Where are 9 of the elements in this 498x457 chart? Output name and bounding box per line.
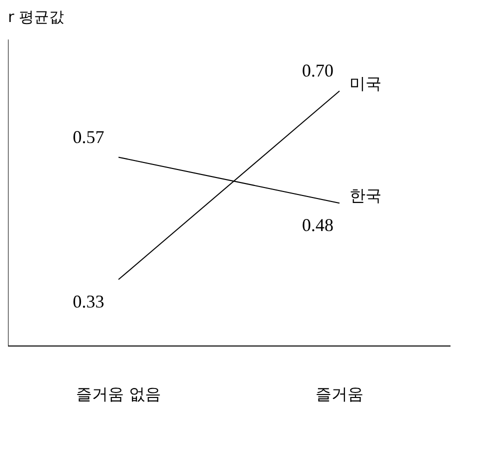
y-axis-title: r 평균값	[8, 8, 65, 28]
data-label: 0.70	[302, 60, 334, 81]
data-label: 0.33	[72, 291, 104, 312]
data-label: 0.48	[302, 214, 334, 235]
data-label: 0.57	[72, 126, 104, 147]
series-label: 미국	[350, 74, 382, 94]
series-label: 한국	[350, 186, 382, 206]
x-tick-label: 즐거움	[316, 384, 364, 404]
x-tick-label: 즐거움 없음	[76, 384, 162, 404]
